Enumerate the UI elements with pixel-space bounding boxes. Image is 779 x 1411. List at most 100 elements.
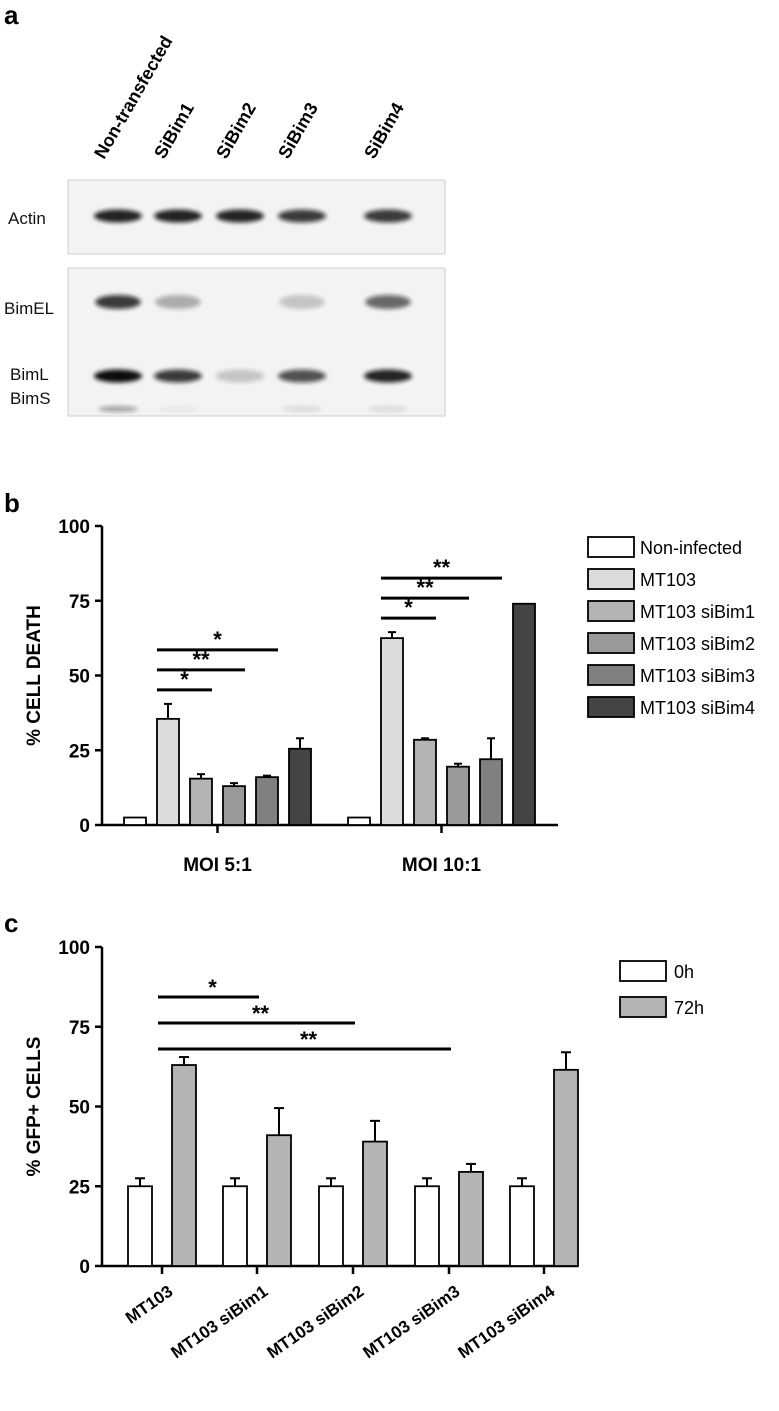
legend-swatch <box>587 536 635 558</box>
bar <box>446 765 470 826</box>
legend-swatch <box>587 632 635 654</box>
blot-lane-label: SiBim1 <box>150 99 198 162</box>
legend-label: MT103 siBim1 <box>640 602 755 622</box>
bar <box>553 1068 579 1267</box>
bar <box>266 1134 292 1267</box>
panel-letter-c: c <box>4 908 18 938</box>
significance-marker: ** <box>252 1001 270 1026</box>
blot-band-biml <box>94 369 142 383</box>
significance-marker: * <box>180 667 189 692</box>
bar <box>127 1185 153 1267</box>
bar <box>362 1140 388 1267</box>
significance-marker: * <box>404 595 413 620</box>
blot-band-bims <box>98 406 138 412</box>
y-tick-label: 75 <box>69 592 91 613</box>
bar <box>171 1064 197 1267</box>
blot-band-actin <box>278 209 326 223</box>
blot-band-actin <box>364 209 412 223</box>
bar <box>318 1185 344 1267</box>
significance-marker: ** <box>192 647 210 672</box>
legend-swatch <box>587 600 635 622</box>
blot-label-biml: BimL <box>10 365 49 384</box>
legend-label: 72h <box>674 998 704 1018</box>
bar <box>479 758 503 826</box>
blot-lane-label: SiBim4 <box>360 99 408 162</box>
y-tick-label: 0 <box>79 1257 90 1278</box>
blot-band-biml <box>364 369 412 383</box>
y-tick-label: 0 <box>79 816 90 837</box>
y-tick-label: 75 <box>69 1018 91 1039</box>
y-tick-label: 100 <box>58 517 90 538</box>
bar <box>189 777 213 826</box>
legend-label: MT103 <box>640 570 696 590</box>
y-axis-label: % GFP+ CELLS <box>24 1037 45 1177</box>
legend-swatch <box>619 996 667 1018</box>
y-tick-label: 50 <box>69 1098 90 1119</box>
bar <box>414 1185 440 1267</box>
blot-frame-bim <box>67 267 446 417</box>
significance-marker: ** <box>416 575 434 600</box>
y-tick-label: 25 <box>69 741 91 762</box>
bar <box>222 785 246 826</box>
legend-swatch <box>619 960 667 982</box>
blot-band-biml <box>216 369 264 383</box>
bar <box>509 1185 535 1267</box>
x-category-label: MT103 siBim3 <box>360 1282 464 1363</box>
blot-band-bims <box>368 406 408 412</box>
y-axis-label: % CELL DEATH <box>24 605 45 746</box>
significance-marker: * <box>213 627 222 652</box>
y-tick-label: 50 <box>69 667 90 688</box>
x-category-label: MT103 siBim4 <box>455 1281 559 1362</box>
y-tick-label: 100 <box>58 938 90 959</box>
blot-band-bimel <box>155 295 201 309</box>
legend-label: Non-infected <box>640 538 742 558</box>
blot-band-bims <box>282 406 322 412</box>
significance-marker: ** <box>300 1027 318 1052</box>
x-category-label: MT103 siBim2 <box>264 1282 368 1363</box>
blot-band-bimel <box>279 295 325 309</box>
blot-band-bimel <box>95 295 141 309</box>
blot-band-bims <box>158 406 198 412</box>
panel-letter-b: b <box>4 488 20 518</box>
legend-label: 0h <box>674 962 694 982</box>
blot-band-actin <box>216 209 264 223</box>
x-category-label: MT103 siBim1 <box>168 1282 272 1363</box>
significance-marker: * <box>208 975 217 1000</box>
blot-lane-label: SiBim3 <box>274 99 322 162</box>
bar <box>222 1185 248 1267</box>
blot-band-actin <box>154 209 202 223</box>
panel-letter-a: a <box>4 0 19 30</box>
blot-band-actin <box>94 209 142 223</box>
blot-label-actin: Actin <box>8 209 46 228</box>
legend-label: MT103 siBim4 <box>640 698 755 718</box>
x-category-label: MOI 5:1 <box>183 855 252 876</box>
bar <box>413 738 437 826</box>
y-tick-label: 25 <box>69 1177 91 1198</box>
bar <box>458 1170 484 1267</box>
bar <box>380 637 404 826</box>
blot-band-biml <box>278 369 326 383</box>
x-category-label: MT103 <box>122 1282 176 1328</box>
significance-marker: ** <box>433 555 451 580</box>
bar <box>123 816 147 826</box>
blot-band-biml <box>154 369 202 383</box>
bar <box>347 816 371 826</box>
bar <box>156 717 180 826</box>
legend-swatch <box>587 664 635 686</box>
legend-swatch <box>587 568 635 590</box>
legend-swatch <box>587 696 635 718</box>
bar <box>255 776 279 826</box>
blot-label-bimel: BimEL <box>4 299 54 318</box>
blot-label-bims: BimS <box>10 389 51 408</box>
blot-lane-label: SiBim2 <box>212 99 260 162</box>
x-category-label: MOI 10:1 <box>402 855 482 876</box>
legend-label: MT103 siBim2 <box>640 634 755 654</box>
legend-label: MT103 siBim3 <box>640 666 755 686</box>
bar <box>288 747 312 826</box>
blot-band-bimel <box>365 295 411 309</box>
